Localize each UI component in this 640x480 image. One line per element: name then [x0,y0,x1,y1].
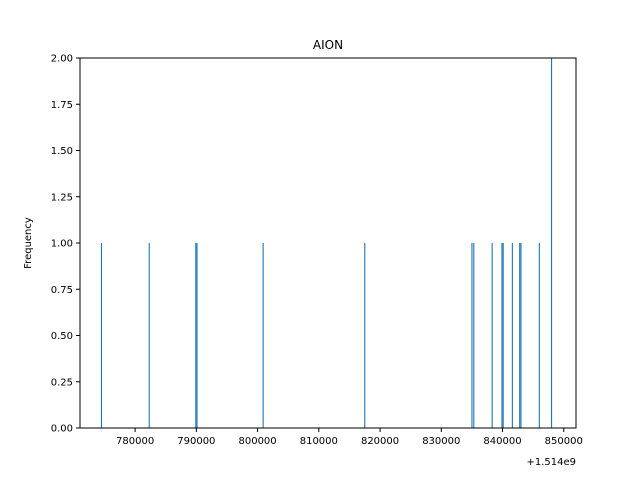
y-tick-label: 0.50 [51,331,73,342]
bar-12 [519,243,521,428]
bar-15 [551,58,553,428]
bar-1 [148,243,150,428]
x-axis-offset-label: +1.514e9 [526,457,576,468]
y-tick-label: 2.00 [51,54,73,65]
bar-9 [501,243,503,428]
x-tick-label: 820000 [361,436,399,447]
x-tick-label: 840000 [483,436,521,447]
bar-0 [100,243,103,428]
x-tick-label: 790000 [177,436,215,447]
bar-14 [538,243,540,428]
bar-13 [520,243,522,428]
x-tick-label: 800000 [238,436,276,447]
bar-5 [364,243,366,428]
x-tick-label: 830000 [422,436,460,447]
bar-11 [511,243,513,428]
bar-3 [196,243,198,428]
bar-4 [262,243,264,428]
y-tick-label: 0.75 [51,285,73,296]
plot-frame [79,57,577,429]
x-tick-label: 850000 [545,436,583,447]
chart-title: AION [313,38,343,52]
y-tick-label: 1.50 [51,146,73,157]
x-axis-ticks: 780000 790000 800000 810000 820000 830000 8400… [116,428,583,447]
y-tick-label: 0.25 [51,377,73,388]
bars-group [100,58,553,428]
y-tick-label: 1.25 [51,192,73,203]
bar-8 [491,243,493,428]
x-tick-label: 780000 [116,436,154,447]
y-axis-ticks: 0.00 0.25 0.50 0.75 1.00 1.25 1.50 1.75 2.00 [51,54,80,435]
y-tick-label: 1.75 [51,100,73,111]
bar-10 [502,243,504,428]
x-tick-label: 810000 [300,436,338,447]
y-tick-label: 1.00 [51,239,73,250]
bar-6 [471,243,473,428]
bar-7 [473,243,475,428]
y-axis-label: Frequency [23,217,34,269]
y-tick-label: 0.00 [51,424,73,435]
bar-2 [195,243,197,428]
